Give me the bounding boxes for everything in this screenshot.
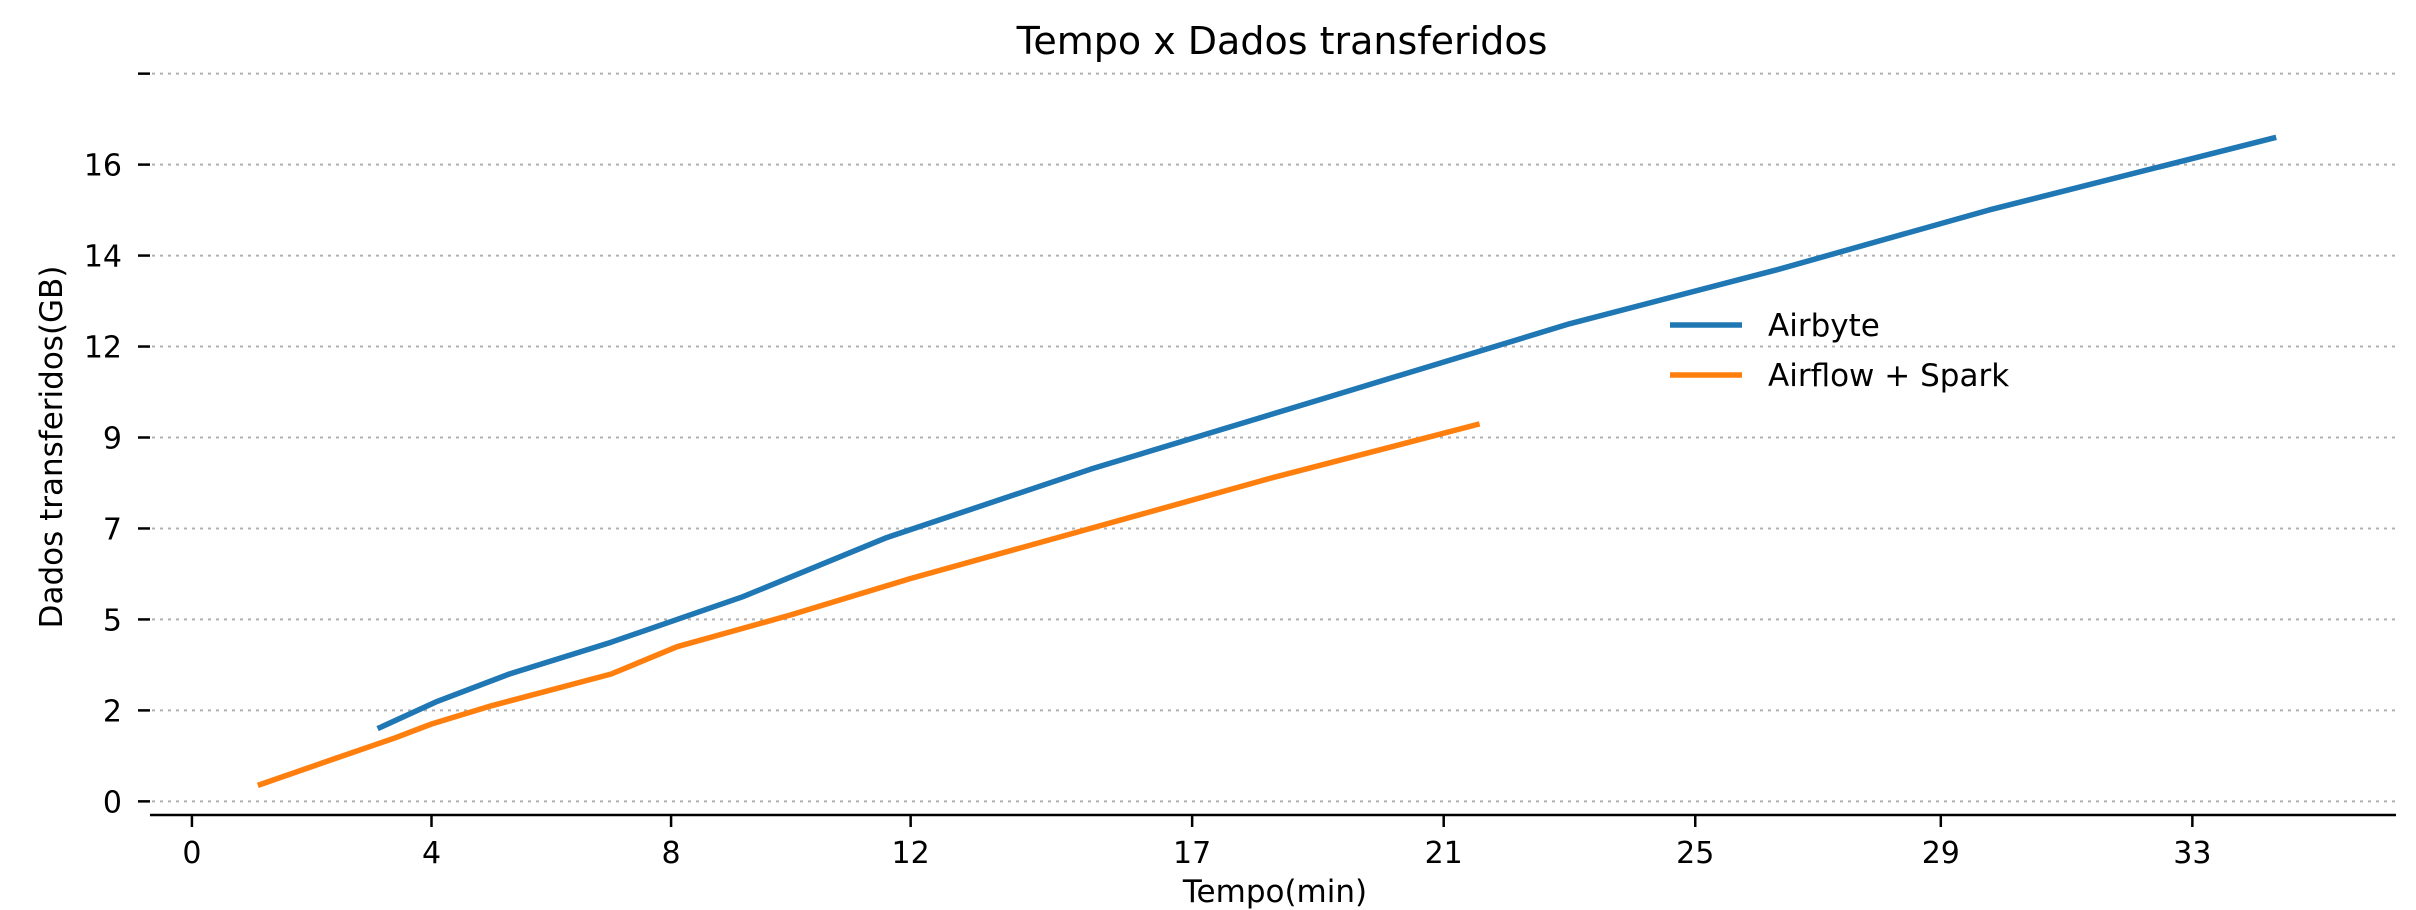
x-axis-label: Tempo(min) bbox=[1182, 874, 1367, 910]
series-layer bbox=[256, 134, 2277, 788]
y-tick-label: 2 bbox=[103, 694, 122, 729]
legend-label: Airbyte bbox=[1768, 308, 1880, 344]
y-tick-label: 5 bbox=[103, 603, 122, 638]
legend: Airbyte Airflow + Spark bbox=[1670, 308, 2009, 394]
series-line-airflow-spark bbox=[256, 421, 1481, 788]
x-tick-label: 0 bbox=[182, 836, 201, 871]
legend-label: Airflow + Spark bbox=[1768, 358, 2009, 394]
grid-layer bbox=[152, 72, 2396, 803]
y-tick-label: 16 bbox=[84, 149, 122, 184]
y-tick-label: 12 bbox=[84, 331, 122, 366]
x-tick-label: 12 bbox=[892, 836, 930, 871]
x-tick-label: 33 bbox=[2173, 836, 2211, 871]
y-tick-label: 7 bbox=[103, 512, 122, 547]
chart-title: Tempo x Dados transferidos bbox=[1016, 19, 1548, 63]
y-axis-label: Dados transferidos(GB) bbox=[34, 266, 70, 629]
x-tick-label: 8 bbox=[662, 836, 681, 871]
x-tick-label: 17 bbox=[1173, 836, 1211, 871]
y-tick-label: 14 bbox=[84, 240, 122, 275]
series-line-airbyte bbox=[376, 134, 2277, 732]
y-tick-label: 0 bbox=[103, 785, 122, 820]
x-tick-label: 4 bbox=[422, 836, 441, 871]
x-tick-label: 25 bbox=[1676, 836, 1714, 871]
x-tick-label: 29 bbox=[1922, 836, 1960, 871]
x-tick-label: 21 bbox=[1425, 836, 1463, 871]
y-tick-label: 9 bbox=[103, 422, 122, 457]
